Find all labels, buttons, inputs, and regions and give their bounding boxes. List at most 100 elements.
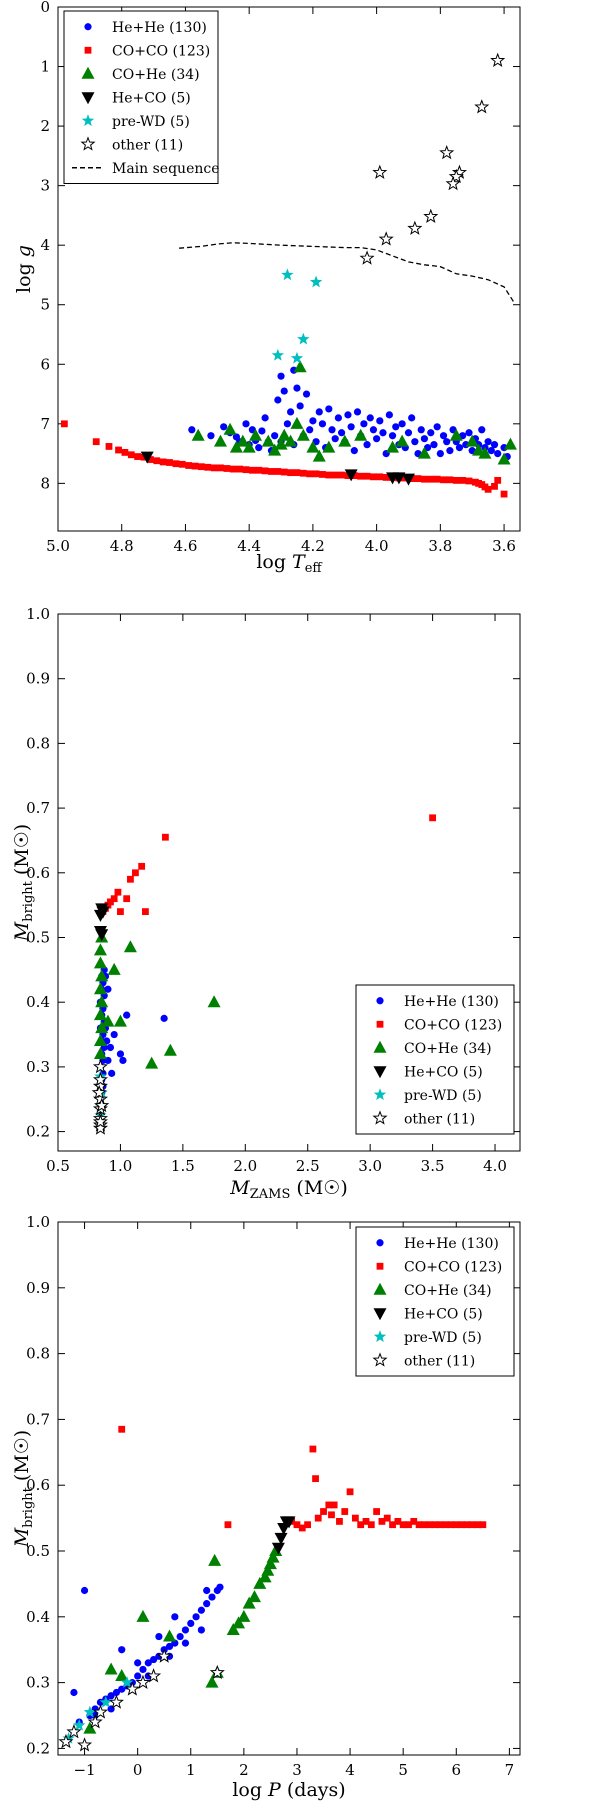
point-co-co <box>210 464 218 472</box>
point-co-co <box>431 1521 439 1529</box>
y-tick-label: 0.5 <box>26 928 50 946</box>
point-he-he <box>420 435 429 443</box>
point-co-he <box>284 434 298 447</box>
point-he-he <box>176 1632 184 1641</box>
x-tick-label: 5 <box>398 1761 408 1779</box>
legend-marker <box>376 1262 384 1270</box>
point-co-he <box>503 437 517 450</box>
point-co-co <box>134 453 142 460</box>
point-he-he <box>296 402 304 410</box>
point-co-he <box>136 1609 150 1622</box>
point-he-he <box>318 420 327 428</box>
point-co-co <box>378 1518 386 1525</box>
y-tick-label: 0.7 <box>26 1410 50 1428</box>
y-tick-label: 5 <box>40 296 50 314</box>
y-tick-label: 0.4 <box>26 1608 50 1626</box>
point-co-he <box>191 428 205 441</box>
point-co-co <box>60 420 68 428</box>
point-he-he <box>487 447 495 455</box>
x-tick-label: 4.0 <box>483 1157 507 1175</box>
point-he-he <box>302 390 311 398</box>
y-tick-label: 0.3 <box>26 1058 50 1076</box>
point-he-he <box>108 1069 116 1077</box>
point-he-he <box>328 426 336 434</box>
y-tick-label: 6 <box>40 355 50 373</box>
x-tick-label: 4.2 <box>301 537 325 555</box>
x-tick-label: 3 <box>292 1761 302 1779</box>
point-he-he <box>494 449 502 458</box>
legend-label: pre-WD (5) <box>112 114 190 130</box>
point-other <box>439 144 455 160</box>
legend-marker <box>81 114 95 127</box>
point-co-he <box>213 434 227 447</box>
x-tick-label: 1.0 <box>109 1157 133 1175</box>
legend-label: CO+CO (123) <box>112 43 210 59</box>
point-co-co <box>293 469 301 477</box>
point-he-he <box>197 1606 205 1614</box>
point-co-co <box>382 474 390 481</box>
point-co-co <box>491 482 498 490</box>
point-he-he <box>139 1665 147 1674</box>
point-he-he <box>119 1056 127 1065</box>
point-co-co <box>121 449 129 456</box>
legend-label: CO+He (34) <box>404 1041 492 1057</box>
point-he-he <box>149 1655 158 1664</box>
legend-label: pre-WD (5) <box>404 1330 482 1346</box>
point-co-co <box>153 457 161 465</box>
point-co-he <box>417 446 431 459</box>
point-he-he <box>430 441 438 449</box>
point-he-he <box>306 426 314 434</box>
point-he-he <box>207 432 215 440</box>
point-he-he <box>478 426 486 434</box>
point-pre-wd <box>62 1732 75 1744</box>
y-tick-label: 8 <box>40 474 50 492</box>
point-co-co <box>287 469 294 477</box>
point-other <box>146 1668 162 1683</box>
point-he-he <box>181 1626 190 1634</box>
point-co-co <box>255 466 263 474</box>
point-co-co <box>433 475 441 483</box>
point-co-co <box>248 466 256 474</box>
point-co-co <box>268 468 275 475</box>
point-co-he <box>145 1056 159 1069</box>
point-he-he <box>379 429 387 437</box>
legend-label: pre-WD (5) <box>404 1088 482 1104</box>
y-tick-label: 4 <box>40 236 50 254</box>
plot-frame <box>57 1221 521 1756</box>
point-he-he <box>116 1050 125 1058</box>
point-co-co <box>370 473 377 481</box>
x-tick-label: 3.5 <box>421 1157 445 1175</box>
hr-marks: 5.0 4.8 4.6 4.4 4.2 4.0 3.8 3.6 0 1 2 3 4 5 6 7 8 log Tef… <box>13 0 521 576</box>
point-other <box>124 1681 140 1696</box>
legend-label: CO+CO (123) <box>404 1017 502 1033</box>
point-co-he <box>93 982 107 995</box>
point-co-co <box>427 475 435 483</box>
point-co-he <box>395 434 409 447</box>
point-co-he <box>223 422 237 435</box>
point-co-co <box>320 1508 327 1515</box>
point-he-he <box>385 411 393 419</box>
point-co-co <box>312 1475 319 1483</box>
point-he-he <box>188 426 196 434</box>
point-co-co <box>376 473 384 481</box>
point-he-co <box>274 1532 288 1545</box>
point-co-co <box>123 895 131 903</box>
x-tick-label: 1.5 <box>171 1157 195 1175</box>
point-he-he <box>446 447 454 455</box>
point-co-he <box>205 1675 219 1688</box>
x-tick-label: 7 <box>505 1761 515 1779</box>
point-he-he <box>293 384 301 392</box>
point-co-he <box>263 1557 277 1570</box>
point-he-he <box>216 1583 224 1591</box>
point-co-co <box>298 1524 306 1532</box>
point-other <box>77 1737 93 1752</box>
legend-marker <box>81 66 95 79</box>
point-he-co <box>271 1542 285 1555</box>
x-tick-label: 3.0 <box>358 1157 382 1175</box>
point-he-he <box>134 1659 142 1667</box>
point-co-he <box>95 1021 109 1034</box>
point-he-he <box>366 414 374 422</box>
point-other <box>92 1113 108 1129</box>
point-co-co <box>440 476 447 484</box>
point-co-co <box>147 456 154 463</box>
